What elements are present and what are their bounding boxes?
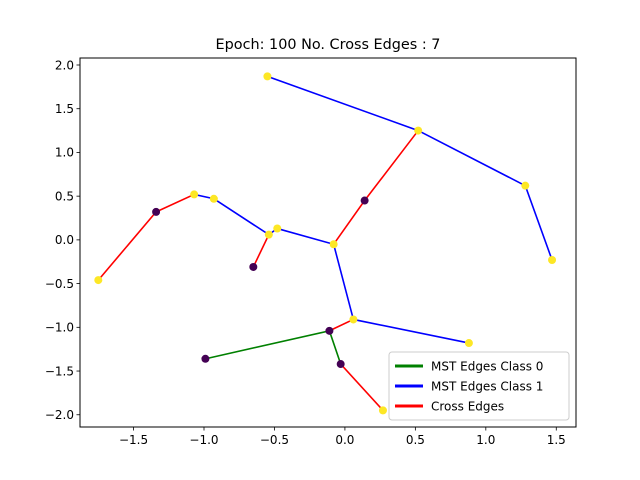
y-tick-label: −1.0	[45, 321, 74, 335]
edge-mst0-16	[328, 329, 342, 366]
legend-label-mst0: MST Edges Class 0	[431, 360, 543, 374]
x-tick-label: −1.5	[119, 433, 148, 447]
node-point-9	[209, 194, 218, 203]
x-tick-label: −1.0	[189, 433, 218, 447]
x-tick-label: 1.5	[547, 433, 566, 447]
legend-label-mst1: MST Edges Class 1	[431, 380, 543, 394]
edge-cross-10	[155, 193, 196, 213]
y-tick-label: 0.0	[55, 233, 74, 247]
node-point-11	[152, 207, 161, 216]
y-tick-label: −2.0	[45, 408, 74, 422]
node-point-7	[264, 230, 273, 239]
node-point-4	[360, 196, 369, 205]
node-point-16	[201, 354, 210, 363]
edges-layer	[97, 75, 554, 412]
plot-frame	[79, 57, 577, 428]
node-point-17	[336, 360, 345, 369]
node-point-15	[325, 326, 334, 335]
edge-mst1-5	[276, 227, 335, 246]
node-point-0	[263, 72, 272, 81]
y-tick-label: −1.5	[45, 364, 74, 378]
edge-cross-7	[252, 233, 270, 269]
edge-mst1-1	[417, 129, 527, 187]
x-tick-label: −0.5	[260, 433, 289, 447]
node-point-1	[414, 126, 423, 135]
node-point-14	[464, 339, 473, 348]
node-point-13	[349, 315, 358, 324]
edge-mst1-13	[352, 318, 470, 345]
chart-title: Epoch: 100 No. Cross Edges : 7	[216, 37, 441, 53]
edge-cross-14	[328, 318, 355, 332]
node-point-10	[190, 190, 199, 199]
edge-cross-3	[363, 129, 420, 202]
edge-cross-4	[332, 199, 366, 246]
legend: MST Edges Class 0 MST Edges Class 1 Cross …	[388, 351, 570, 421]
node-point-2	[521, 181, 530, 190]
y-tick-label: 1.5	[55, 102, 74, 116]
x-tick-label: 1.0	[476, 433, 495, 447]
legend-box	[388, 351, 570, 421]
edge-cross-11	[97, 210, 158, 282]
y-tick-label: −0.5	[45, 277, 74, 291]
x-tick-label: 0.5	[406, 433, 425, 447]
edge-mst1-0	[266, 75, 420, 132]
node-point-18	[378, 406, 387, 415]
y-axis-ticks: −2.0 −1.5 −1.0 −0.5 0.0 0.5 1.0 1.5 2.0	[45, 58, 80, 422]
edge-mst1-2	[524, 184, 554, 262]
edge-mst0-15	[204, 329, 331, 360]
y-tick-label: 2.0	[55, 58, 74, 72]
edge-mst1-12	[332, 243, 355, 321]
node-point-6	[273, 224, 282, 233]
y-tick-label: 0.5	[55, 189, 74, 203]
edge-mst1-8	[212, 197, 270, 236]
node-point-12	[94, 276, 103, 285]
x-tick-label: 0.0	[335, 433, 354, 447]
edge-cross-17	[339, 362, 385, 412]
node-point-5	[329, 240, 338, 249]
node-point-3	[548, 255, 557, 264]
node-point-8	[249, 262, 258, 271]
y-tick-label: 1.0	[55, 146, 74, 160]
nodes-layer	[94, 72, 557, 415]
x-axis-ticks: −1.5 −1.0 −0.5 0.0 0.5 1.0 1.5	[119, 427, 566, 447]
legend-label-cross: Cross Edges	[431, 400, 504, 414]
